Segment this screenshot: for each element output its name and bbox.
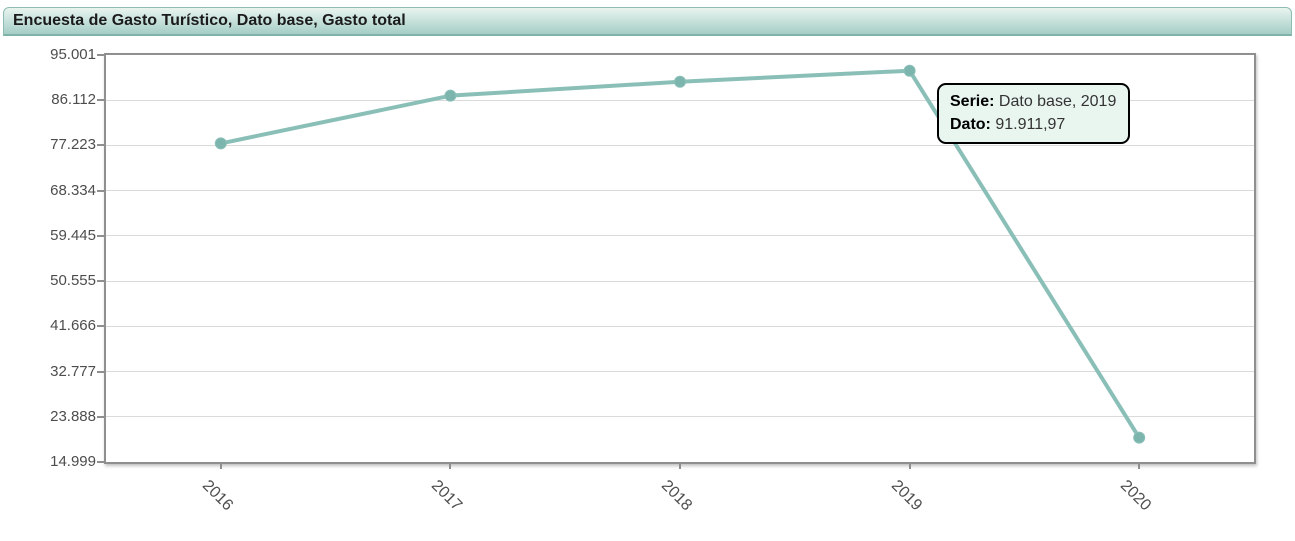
chart-title-bar: Encuesta de Gasto Turístico, Dato base, … — [3, 7, 1292, 36]
plot-area — [104, 53, 1256, 464]
y-axis-tick-label: 86.112 — [51, 91, 96, 109]
y-tick-mark — [97, 280, 105, 283]
gridline — [106, 325, 1254, 327]
tooltip-serie-label: Serie: — [950, 93, 995, 110]
y-axis-tick-label: 68.334 — [50, 181, 96, 199]
y-axis-tick-label: 95.001 — [50, 46, 96, 63]
y-axis-tick-label: 77.223 — [50, 136, 96, 154]
y-axis-tick-label: 50.555 — [50, 272, 96, 290]
data-point-2018[interactable] — [674, 75, 686, 88]
x-axis-tick-label: 2019 — [887, 477, 925, 515]
y-tick-mark — [97, 325, 105, 328]
tooltip-serie-value: Dato base, 2019 — [994, 93, 1117, 110]
tooltip-serie-line: Serie: Dato base, 2019 — [950, 90, 1116, 113]
tooltip: Serie: Dato base, 2019 Dato: 91.911,97 — [937, 83, 1131, 144]
gridline — [106, 416, 1254, 418]
x-tick-mark — [908, 462, 911, 469]
y-axis-tick-label: 23.888 — [50, 407, 96, 425]
gridline — [106, 99, 1254, 101]
y-axis-tick-label: 59.445 — [50, 226, 96, 244]
y-tick-mark — [97, 370, 105, 373]
gridline — [106, 235, 1254, 237]
y-tick-mark — [97, 99, 105, 102]
y-tick-mark — [97, 461, 105, 463]
x-tick-mark — [679, 462, 681, 469]
tooltip-dato-label: Dato: — [950, 116, 991, 133]
gridline — [106, 190, 1254, 192]
tooltip-dato-line: Dato: 91.911,97 — [950, 113, 1116, 136]
gridline — [106, 280, 1254, 282]
x-tick-mark — [219, 462, 222, 469]
y-tick-mark — [97, 189, 105, 192]
data-point-2020[interactable] — [1133, 431, 1146, 444]
x-axis-tick-label: 2016 — [198, 477, 236, 515]
y-tick-mark — [97, 144, 105, 147]
x-tick-mark — [449, 462, 452, 469]
x-axis-tick-label: 2018 — [657, 477, 696, 515]
y-tick-mark — [97, 234, 105, 237]
data-point-2017[interactable] — [444, 89, 457, 102]
x-axis-tick-label: 2020 — [1117, 477, 1155, 515]
tooltip-dato-value: 91.911,97 — [990, 116, 1066, 133]
data-point-2019[interactable] — [903, 64, 916, 77]
line-series-svg — [214, 64, 1146, 444]
y-tick-mark — [97, 54, 105, 56]
x-tick-mark — [1138, 462, 1141, 469]
data-point-2016[interactable] — [214, 137, 227, 150]
y-axis-tick-label: 41.666 — [50, 317, 96, 335]
gridline — [106, 144, 1254, 146]
y-axis-tick-label: 14.999 — [50, 453, 96, 470]
y-tick-mark — [97, 415, 105, 418]
x-axis-tick-label: 2017 — [428, 477, 466, 515]
y-axis-tick-label: 32.777 — [50, 362, 96, 380]
gridline — [106, 371, 1254, 373]
chart-title: Encuesta de Gasto Turístico, Dato base, … — [13, 12, 406, 29]
